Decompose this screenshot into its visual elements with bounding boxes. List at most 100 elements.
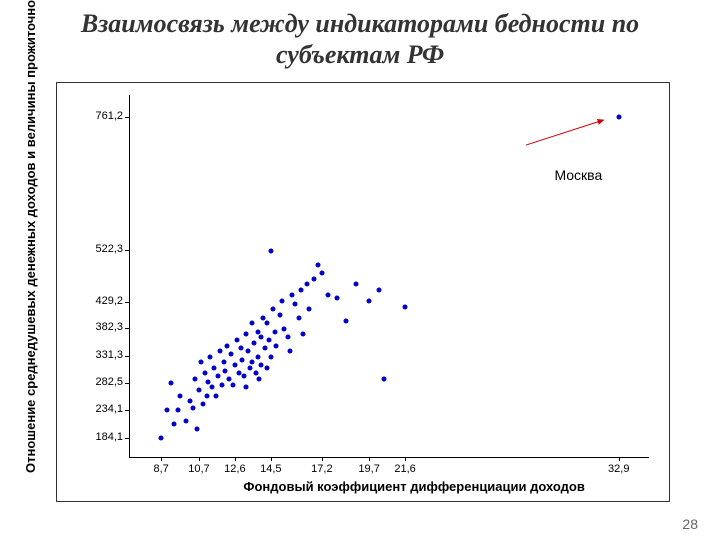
data-point [261,315,266,320]
data-point [172,421,177,426]
data-point [304,282,309,287]
y-tick-label: 331,3 [83,349,123,361]
data-point [280,299,285,304]
data-point [376,287,381,292]
data-point [293,301,298,306]
data-point [259,335,264,340]
data-point [335,296,340,301]
data-point [215,374,220,379]
data-point [229,351,234,356]
y-tick-label: 522,3 [83,243,123,255]
data-point [287,349,292,354]
data-point [265,321,270,326]
data-point [187,399,192,404]
data-point [168,381,173,386]
x-axis-label: Фондовый коэффициент дифференциации дохо… [243,479,584,494]
data-point [251,340,256,345]
data-point [272,329,277,334]
data-point [268,354,273,359]
data-point [353,282,358,287]
data-point [244,332,249,337]
slide-title: Взаимосвязь между индикаторами бедности … [0,0,720,70]
data-point [403,304,408,309]
data-point [257,377,262,382]
data-point [266,338,271,343]
data-point [265,365,270,370]
y-tick-label: 382,3 [83,321,123,333]
data-point [164,408,169,413]
chart-container: Отношение среднедушевых денежных доходов… [56,82,670,502]
data-point [195,427,200,432]
y-axis-label: Отношение среднедушевых денежных доходов… [23,0,38,473]
data-point [240,357,245,362]
data-point [178,393,183,398]
data-point [217,349,222,354]
page-number: 28 [682,516,698,532]
data-point [278,312,283,317]
data-point [202,371,207,376]
data-point [263,346,268,351]
data-point [159,436,164,441]
x-tick-label: 19,7 [358,463,379,475]
data-point [306,307,311,312]
data-point [316,262,321,267]
data-point [259,363,264,368]
data-point [223,368,228,373]
data-point [616,114,621,119]
data-point [212,365,217,370]
data-point [244,385,249,390]
y-tick-label: 761,2 [83,110,123,122]
data-point [232,363,237,368]
data-point [231,382,236,387]
data-point [227,377,232,382]
data-point [282,326,287,331]
data-point [234,338,239,343]
data-point [253,371,258,376]
data-point [208,354,213,359]
data-point [206,379,211,384]
data-point [176,407,181,412]
data-point [255,329,260,334]
data-point [210,385,215,390]
data-point [219,382,224,387]
y-axis-line [129,95,130,457]
x-axis-line [129,457,649,458]
data-point [246,349,251,354]
x-tick-label: 10,7 [188,463,209,475]
data-point [268,248,273,253]
data-point [204,393,209,398]
x-tick-label: 14,5 [260,463,281,475]
x-tick-label: 12,6 [224,463,245,475]
data-point [225,343,230,348]
data-point [193,377,198,382]
data-point [255,354,260,359]
data-point [299,287,304,292]
data-point [196,388,201,393]
data-point [238,346,243,351]
data-point [248,365,253,370]
data-point [274,343,279,348]
data-point [325,293,330,298]
data-point [289,293,294,298]
data-point [344,318,349,323]
y-tick-label: 429,2 [83,295,123,307]
data-point [198,360,203,365]
data-point [183,418,188,423]
data-point [249,321,254,326]
data-point [367,299,372,304]
data-point [242,374,247,379]
data-point [382,377,387,382]
data-point [285,335,290,340]
data-point [213,393,218,398]
y-tick-label: 282,5 [83,376,123,388]
data-point [297,315,302,320]
moscow-annotation: Москва [554,167,602,183]
data-point [270,307,275,312]
x-tick-label: 17,2 [311,463,332,475]
data-point [200,402,205,407]
data-point [221,360,226,365]
annotation-arrow [520,114,610,151]
data-point [312,276,317,281]
y-tick-label: 184,1 [83,431,123,443]
data-point [249,360,254,365]
